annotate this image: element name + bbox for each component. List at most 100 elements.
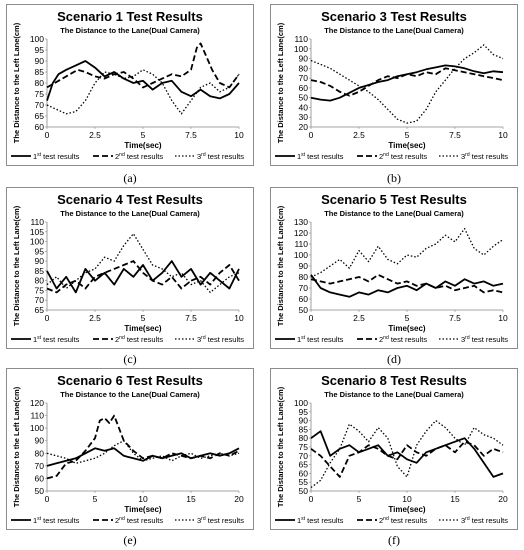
series-line-2 xyxy=(46,414,240,480)
y-tick-label: 85 xyxy=(35,67,45,77)
series-line-2 xyxy=(310,67,504,97)
x-tick-label: 10 xyxy=(498,130,508,140)
x-tick-label: 0 xyxy=(45,313,50,323)
x-tick-label: 5 xyxy=(405,313,410,323)
legend-label-3: 3rd test results xyxy=(461,335,508,344)
x-tick-label: 10 xyxy=(498,313,508,323)
series-line-3 xyxy=(310,227,504,278)
y-axis-label: The Distance to the Left Lane(cm) xyxy=(276,386,285,507)
legend-label-3: 3rd test results xyxy=(197,516,244,525)
x-axis-label: Time(sec) xyxy=(124,141,162,150)
series-line-3 xyxy=(310,44,504,124)
y-tick-label: 55 xyxy=(299,477,309,487)
legend-label-3: 3rd test results xyxy=(461,152,508,161)
legend-label-1: 1st test results xyxy=(297,516,344,525)
y-tick-label: 95 xyxy=(35,246,45,256)
y-tick-label: 50 xyxy=(299,305,309,315)
y-tick-label: 100 xyxy=(30,237,44,247)
y-tick-label: 60 xyxy=(299,83,309,93)
legend-label-2: 2nd test results xyxy=(115,335,163,344)
legend-label-2: 2nd test results xyxy=(115,516,163,525)
x-tick-label: 10 xyxy=(234,313,244,323)
series-line-3 xyxy=(46,440,240,464)
y-tick-label: 80 xyxy=(35,276,45,286)
x-axis-label: Time(sec) xyxy=(388,141,426,150)
y-tick-label: 70 xyxy=(35,295,45,305)
y-tick-label: 65 xyxy=(35,305,45,315)
y-tick-label: 100 xyxy=(294,250,308,260)
chart-panel-b: Scenario 3 Test Results The Distance to t… xyxy=(270,4,518,166)
legend-label-3: 3rd test results xyxy=(197,335,244,344)
chart-panel-c: Scenario 4 Test Results The Distance to t… xyxy=(6,187,254,349)
legend-label-2: 2nd test results xyxy=(379,152,427,161)
legend-label-1: 1st test results xyxy=(33,152,80,161)
series-line-3 xyxy=(46,233,240,294)
y-tick-label: 85 xyxy=(35,266,45,276)
chart-b-svg: Scenario 3 Test Results The Distance to t… xyxy=(275,9,508,161)
y-tick-label: 50 xyxy=(299,486,309,496)
chart-title: Scenario 8 Test Results xyxy=(321,373,467,388)
series-line-3 xyxy=(46,69,240,115)
chart-title: Scenario 1 Test Results xyxy=(57,9,203,24)
y-tick-label: 95 xyxy=(35,45,45,55)
chart-subtitle: The Distance to the Lane(Dual Camera) xyxy=(324,26,464,35)
y-tick-label: 60 xyxy=(35,473,45,483)
y-axis-label: The Distance to the Left Lane(cm) xyxy=(12,22,21,143)
y-tick-label: 50 xyxy=(35,486,45,496)
panel-label-f: (f) xyxy=(388,533,400,547)
x-tick-label: 5 xyxy=(405,130,410,140)
chart-subtitle: The Distance to the Lane(Dual Camera) xyxy=(60,390,200,399)
y-tick-label: 100 xyxy=(30,423,44,433)
y-tick-label: 70 xyxy=(299,73,309,83)
chart-a-svg: Scenario 1 Test Results The Distance to t… xyxy=(11,9,244,161)
chart-panel-d: Scenario 5 Test Results The Distance to t… xyxy=(270,187,518,349)
x-tick-label: 10 xyxy=(138,494,148,504)
legend-label-3: 3rd test results xyxy=(461,516,508,525)
y-tick-label: 100 xyxy=(294,398,308,408)
x-tick-label: 2.5 xyxy=(89,313,101,323)
y-tick-label: 80 xyxy=(299,272,309,282)
chart-title: Scenario 4 Test Results xyxy=(57,192,203,207)
panel-label-b: (b) xyxy=(387,171,401,185)
y-tick-label: 75 xyxy=(35,285,45,295)
x-tick-label: 10 xyxy=(234,130,244,140)
chart-subtitle: The Distance to the Lane(Dual Camera) xyxy=(324,209,464,218)
y-tick-label: 40 xyxy=(299,102,309,112)
x-tick-label: 0 xyxy=(309,130,314,140)
y-tick-label: 100 xyxy=(294,44,308,54)
y-tick-label: 85 xyxy=(299,424,309,434)
chart-panel-f: Scenario 8 Test Results The Distance to t… xyxy=(270,368,518,530)
y-tick-label: 30 xyxy=(299,112,309,122)
x-tick-label: 15 xyxy=(450,494,460,504)
y-tick-label: 65 xyxy=(299,460,309,470)
chart-title: Scenario 6 Test Results xyxy=(57,373,203,388)
panel-label-a: (a) xyxy=(123,171,137,185)
y-tick-label: 70 xyxy=(35,100,45,110)
x-tick-label: 2.5 xyxy=(89,130,101,140)
y-tick-label: 110 xyxy=(30,217,44,227)
chart-c-svg: Scenario 4 Test Results The Distance to t… xyxy=(11,192,244,344)
chart-d-svg: Scenario 5 Test Results The Distance to t… xyxy=(275,192,508,344)
series-line-2 xyxy=(310,273,504,294)
y-tick-label: 90 xyxy=(299,416,309,426)
y-tick-label: 60 xyxy=(299,468,309,478)
x-axis-label: Time(sec) xyxy=(388,324,426,333)
x-tick-label: 7.5 xyxy=(449,313,461,323)
x-tick-label: 0 xyxy=(45,130,50,140)
y-axis-label: The Distance to the Left Lane(cm) xyxy=(276,22,285,143)
y-tick-label: 90 xyxy=(299,54,309,64)
panel-label-d: (d) xyxy=(387,352,401,366)
y-tick-label: 70 xyxy=(35,461,45,471)
y-tick-label: 70 xyxy=(299,283,309,293)
x-axis-label: Time(sec) xyxy=(124,324,162,333)
chart-title: Scenario 5 Test Results xyxy=(321,192,467,207)
series-line-2 xyxy=(310,440,504,478)
y-tick-label: 130 xyxy=(294,217,308,227)
y-tick-label: 110 xyxy=(30,411,44,421)
panel-label-e: (e) xyxy=(123,533,137,547)
y-tick-label: 90 xyxy=(35,56,45,66)
y-tick-label: 120 xyxy=(30,398,44,408)
x-axis-label: Time(sec) xyxy=(388,505,426,514)
y-tick-label: 80 xyxy=(35,78,45,88)
legend-label-1: 1st test results xyxy=(297,335,344,344)
